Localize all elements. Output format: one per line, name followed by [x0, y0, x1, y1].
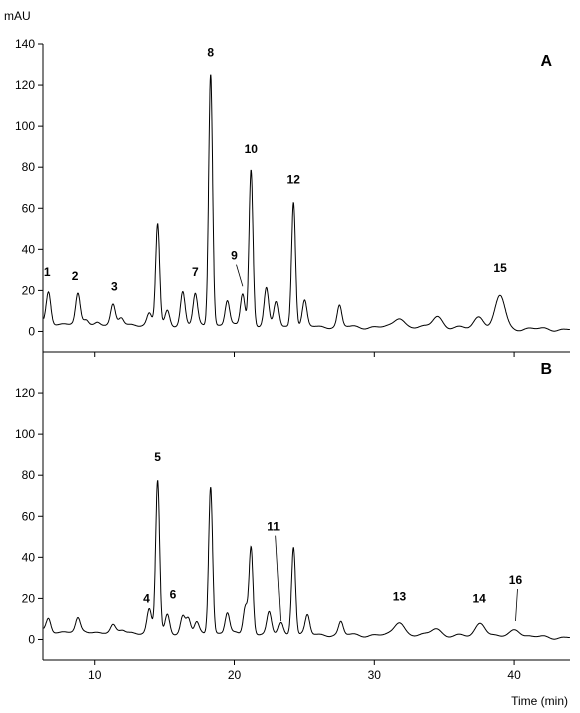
y-tick-label: 20	[22, 283, 36, 297]
y-tick-label: 80	[22, 468, 36, 482]
y-tick-label: 40	[22, 242, 36, 256]
x-axis-title: Time (min)	[511, 694, 568, 708]
y-tick-label: 80	[22, 160, 36, 174]
y-tick-label: 140	[15, 37, 35, 51]
y-tick-label: 100	[15, 427, 35, 441]
chromatogram-trace	[43, 74, 570, 332]
chromatogram-trace	[43, 480, 570, 640]
peak-label: 6	[170, 587, 177, 601]
peak-label: 5	[154, 450, 161, 464]
y-tick-label: 20	[22, 591, 36, 605]
peak-label: 15	[493, 261, 507, 275]
y-tick-label: 120	[15, 386, 35, 400]
peak-label: 11	[267, 520, 280, 534]
y-tick-label: 40	[22, 550, 36, 564]
peak-label: 2	[72, 269, 79, 283]
peak-label: 8	[207, 45, 214, 59]
peak-leader-line	[275, 535, 282, 622]
peak-leader-line	[236, 264, 244, 287]
y-tick-label: 0	[28, 632, 35, 646]
peak-label: 10	[245, 142, 259, 156]
peak-label: 3	[111, 279, 118, 293]
panel-label: A	[540, 53, 552, 70]
panel-label: B	[540, 361, 552, 378]
y-axis-title: mAU	[4, 9, 31, 23]
peak-leader-line	[515, 589, 518, 622]
peak-label: 7	[192, 265, 199, 279]
x-tick-label: 10	[88, 668, 102, 682]
peak-label: 14	[472, 592, 486, 606]
peak-label: 16	[509, 573, 523, 587]
y-tick-label: 60	[22, 201, 36, 215]
peak-label: 12	[287, 173, 301, 187]
peak-label: 4	[143, 592, 150, 606]
x-tick-label: 20	[228, 668, 242, 682]
y-tick-label: 60	[22, 509, 36, 523]
y-tick-label: 120	[15, 78, 35, 92]
y-tick-label: 100	[15, 119, 35, 133]
peak-label: 9	[231, 249, 238, 263]
y-tick-label: 0	[28, 324, 35, 338]
x-tick-label: 40	[507, 668, 521, 682]
peak-label: 1	[44, 265, 51, 279]
peak-label: 13	[393, 589, 407, 603]
x-tick-label: 30	[368, 668, 382, 682]
